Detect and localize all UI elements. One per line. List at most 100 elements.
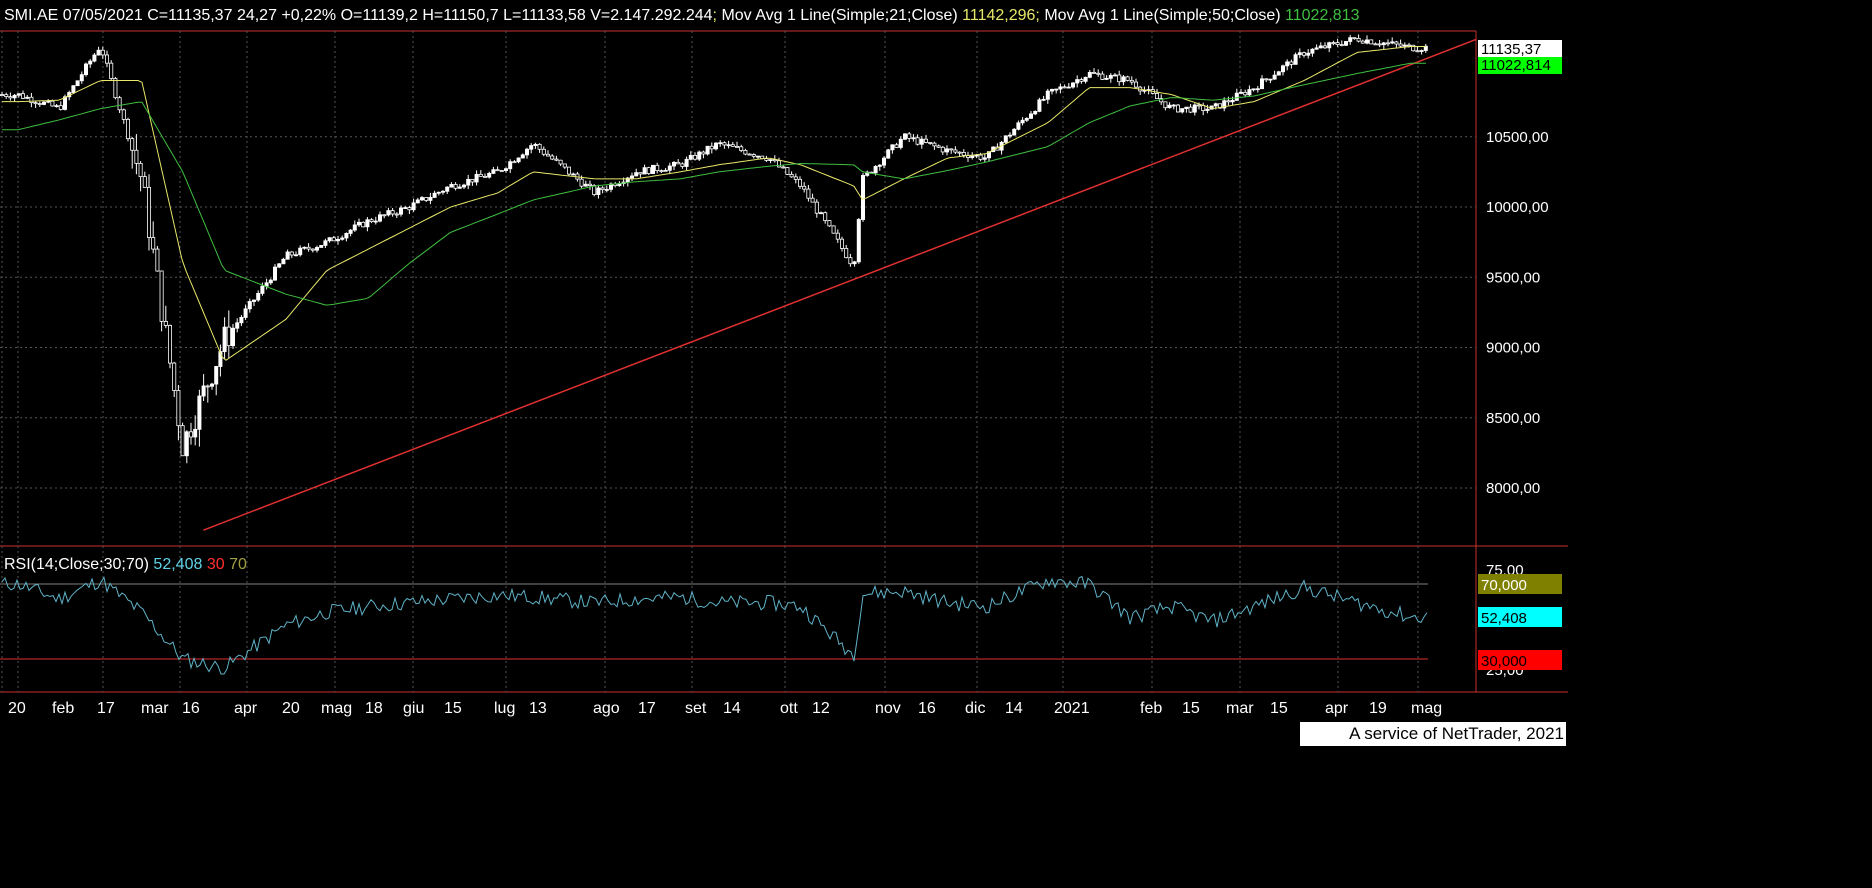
time-axis-label: 15 — [444, 700, 462, 717]
candle-body — [781, 166, 786, 169]
candle-body — [361, 221, 366, 228]
candle-body — [571, 173, 576, 176]
time-axis-label: mag — [1411, 700, 1442, 717]
chart-canvas[interactable]: SMI.AE 07/05/2021 C=11135,37 24,27 +0,22… — [0, 0, 1568, 748]
candle-body — [495, 169, 500, 172]
candle-body — [445, 186, 450, 192]
candle-body — [550, 155, 555, 160]
candle-body — [1188, 106, 1193, 113]
candle-body — [1024, 117, 1029, 121]
time-axis-label: ott — [780, 700, 798, 717]
candle-body — [1306, 52, 1311, 56]
candle-body — [823, 212, 828, 221]
candle-body — [882, 157, 887, 166]
time-axis-label: 16 — [182, 700, 200, 717]
candle-body — [1041, 98, 1046, 101]
time-axis-label: 14 — [723, 700, 741, 717]
candle-body — [756, 155, 761, 158]
candle-body — [1205, 108, 1210, 111]
candle-body — [1302, 52, 1307, 56]
candle-body — [54, 105, 59, 108]
candle-body — [230, 327, 235, 347]
candle-body — [109, 62, 114, 79]
time-axis-label: giu — [403, 700, 424, 717]
grid-lines — [0, 31, 1476, 692]
candle-body — [398, 207, 403, 215]
candle-body — [1323, 45, 1328, 49]
candle-body — [159, 270, 164, 322]
candle-body — [226, 326, 231, 347]
candle-body — [680, 163, 685, 167]
candle-body — [151, 237, 156, 250]
candle-body — [63, 96, 68, 110]
candle-body — [4, 94, 9, 97]
candle-body — [105, 54, 110, 64]
candle-body — [533, 143, 538, 146]
candle-body — [243, 308, 248, 318]
candle-body — [1260, 78, 1265, 90]
candle-body — [1083, 76, 1088, 82]
candle-body — [651, 164, 656, 174]
candle-body — [726, 144, 731, 147]
candle-body — [184, 431, 189, 457]
candle-body — [672, 161, 677, 167]
candle-body — [235, 322, 240, 329]
candle-body — [1062, 86, 1067, 89]
time-axis-label: 13 — [529, 700, 547, 717]
candle-body — [340, 237, 345, 240]
candle-body — [1197, 104, 1202, 107]
candle-body — [558, 159, 563, 165]
candle-body — [58, 105, 63, 110]
price-tick-label: 9500,00 — [1486, 269, 1540, 286]
candle-body — [314, 247, 319, 251]
header-sep2: ; — [1035, 7, 1039, 24]
candle-body — [709, 145, 714, 150]
candle-body — [520, 154, 525, 159]
candle-body — [634, 172, 639, 177]
candle-body — [79, 74, 84, 82]
header-change-pct: +0,22% — [281, 7, 336, 24]
candle-body — [188, 431, 193, 438]
candle-body — [546, 153, 551, 157]
candle-body — [655, 164, 660, 172]
rsi-panel — [0, 575, 1428, 675]
candle-body — [1352, 37, 1357, 40]
ma21-line — [2, 46, 1426, 361]
candle-body — [1045, 90, 1050, 100]
candle-body — [663, 169, 668, 172]
candle-body — [567, 166, 572, 175]
candle-body — [1394, 41, 1399, 45]
ma21-value: 11142,296 — [962, 7, 1035, 24]
candle-body — [348, 229, 353, 234]
candle-body — [281, 258, 286, 265]
rsi-30-badge-bg — [1478, 650, 1562, 670]
rsi-70-badge: 70,000 — [1481, 577, 1527, 594]
candle-body — [1121, 76, 1126, 83]
candle-body — [848, 257, 853, 265]
candle-body — [306, 246, 311, 250]
candle-body — [819, 212, 824, 215]
candle-body — [96, 49, 101, 56]
header-volume: V=2.147.292.244 — [590, 7, 712, 24]
candle-body — [562, 163, 567, 168]
candle-body — [201, 385, 206, 397]
candle-body — [747, 153, 752, 156]
candle-body — [554, 158, 559, 161]
candle-body — [1108, 74, 1113, 79]
candle-body — [268, 279, 273, 284]
ma50-line — [2, 62, 1426, 306]
candle-body — [1402, 44, 1407, 47]
candle-body — [1390, 41, 1395, 44]
candle-body — [512, 161, 517, 164]
candle-body — [146, 186, 151, 238]
candle-body — [886, 149, 891, 159]
time-axis-label: mar — [141, 700, 169, 717]
candle-body — [1134, 81, 1139, 88]
candle-body — [117, 97, 122, 111]
candle-body — [1066, 86, 1071, 89]
candle-body — [1163, 101, 1168, 109]
candle-body — [793, 176, 798, 180]
candle-body — [1360, 40, 1365, 44]
candle-body — [579, 178, 584, 187]
candle-body — [197, 395, 202, 430]
